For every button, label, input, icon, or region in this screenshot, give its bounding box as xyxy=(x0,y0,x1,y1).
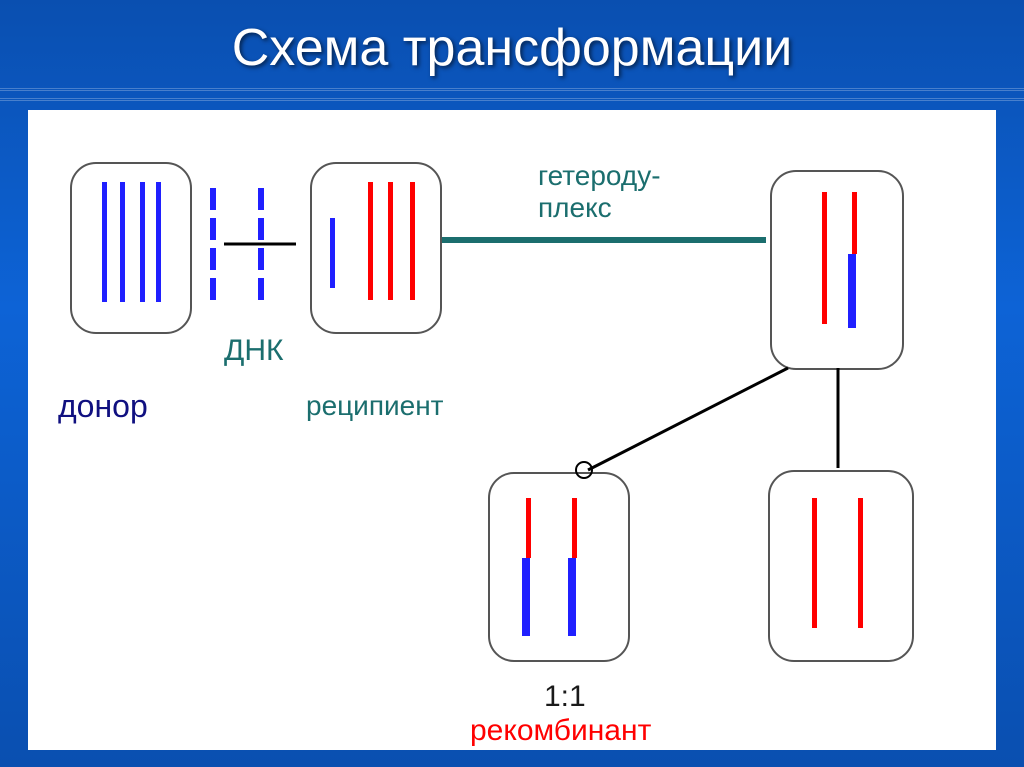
label-heteroduplex-2: плекс xyxy=(538,192,612,224)
dna-strand xyxy=(812,498,817,628)
dna-strand xyxy=(258,188,264,210)
dna-strand xyxy=(822,192,827,324)
dna-strand xyxy=(368,182,373,300)
dna-strand xyxy=(522,558,530,636)
dna-strand xyxy=(330,218,335,288)
dna-strand xyxy=(120,182,125,302)
dna-strand xyxy=(572,498,577,558)
dna-strand xyxy=(210,278,216,300)
slide: Схема трансформации донор ДНК реципиент … xyxy=(0,0,1024,767)
label-ratio: 1:1 xyxy=(544,680,586,715)
dna-strand xyxy=(858,498,863,628)
label-heteroduplex-1: гетероду- xyxy=(538,160,661,192)
slide-title: Схема трансформации xyxy=(0,18,1024,78)
label-donor: донор xyxy=(58,388,148,425)
connector-lines xyxy=(28,110,996,750)
label-recipient: реципиент xyxy=(306,390,443,422)
dna-strand xyxy=(140,182,145,302)
dna-strand xyxy=(258,218,264,240)
label-dna: ДНК xyxy=(224,334,283,369)
dna-strand xyxy=(258,278,264,300)
dna-strand xyxy=(410,182,415,300)
dna-strand xyxy=(210,248,216,270)
dna-strand xyxy=(102,182,107,302)
dna-strand xyxy=(848,254,856,328)
dna-strand xyxy=(852,192,857,254)
dna-strand xyxy=(568,558,576,636)
dna-strand xyxy=(388,182,393,300)
dna-strand xyxy=(210,188,216,210)
diagram-canvas: донор ДНК реципиент гетероду- плекс 1:1 … xyxy=(28,110,996,750)
dna-strand xyxy=(156,182,161,302)
label-recombinant: рекомбинант xyxy=(470,714,651,749)
dna-strand xyxy=(258,248,264,270)
dna-strand xyxy=(210,218,216,240)
dna-strand xyxy=(526,498,531,558)
